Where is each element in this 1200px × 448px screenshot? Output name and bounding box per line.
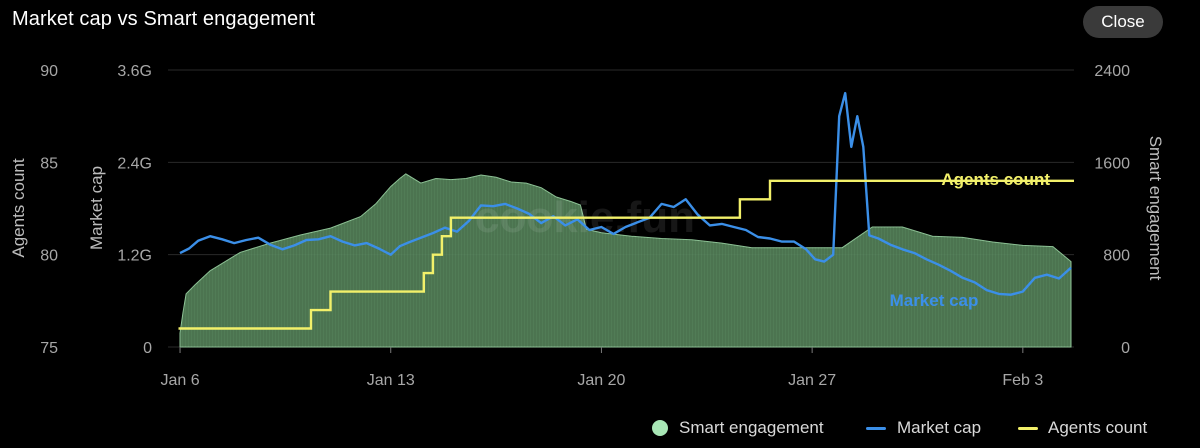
y-tick-label-engagement: 0 — [1121, 340, 1130, 357]
axis-tick-layer: 90 85 80 75 3.6G 2.4G 1.2G 0 2400 1600 800 0 Jan 6 Ja… — [40, 63, 1130, 389]
legend-label: Agents count — [1048, 418, 1148, 437]
series-area-smart-engagement — [179, 173, 1072, 348]
axis-title-market-cap: Market cap — [87, 166, 106, 250]
y-tick-label-market-cap: 1.2G — [117, 248, 152, 265]
x-tick-label: Jan 6 — [160, 372, 199, 389]
annotation-market-cap: Market cap — [890, 291, 979, 310]
y-tick-label-market-cap: 2.4G — [117, 155, 152, 172]
legend-line-icon — [1018, 427, 1038, 430]
chart-canvas: cookie.fun 908580753.6G2.4G1.2G024001600… — [9, 63, 1165, 389]
x-tick-label: Jan 27 — [788, 372, 836, 389]
close-button[interactable]: Close — [1083, 6, 1163, 38]
chart-title: Market cap vs Smart engagement — [12, 8, 316, 30]
y-tick-label-agents: 80 — [40, 248, 58, 265]
x-tick-label: Jan 13 — [367, 372, 415, 389]
series-line-layer — [178, 91, 1074, 330]
chart-legend: Smart engagement Market cap Agents count — [0, 415, 1200, 441]
x-tick-label: Jan 20 — [577, 372, 625, 389]
y-tick-label-engagement: 2400 — [1094, 63, 1130, 80]
axis-title-agents: Agents count — [9, 158, 28, 258]
legend-label: Smart engagement — [679, 418, 824, 437]
legend-line-icon — [866, 427, 886, 430]
y-tick-label-market-cap: 3.6G — [117, 63, 152, 80]
annotation-agents-count: Agents count — [941, 170, 1050, 189]
legend-item-market-cap[interactable]: Market cap — [866, 415, 996, 441]
y-tick-label-engagement: 800 — [1103, 248, 1130, 265]
series-line-agents-count — [178, 179, 1074, 330]
y-tick-label-agents: 75 — [40, 340, 58, 357]
legend-item-smart-engagement[interactable]: Smart engagement — [652, 415, 842, 441]
y-tick-label-engagement: 1600 — [1094, 155, 1130, 172]
legend-label: Market cap — [897, 418, 982, 437]
y-tick-label-agents: 90 — [40, 63, 58, 80]
axis-title-smart-engagement: Smart engagement — [1146, 136, 1165, 281]
series-line-market-cap — [179, 91, 1072, 296]
legend-item-agents-count[interactable]: Agents count — [1018, 415, 1168, 441]
x-tick-label: Feb 3 — [1002, 372, 1043, 389]
y-tick-label-agents: 85 — [40, 155, 58, 172]
y-tick-label-market-cap: 0 — [143, 340, 152, 357]
legend-dot-icon — [652, 420, 668, 436]
